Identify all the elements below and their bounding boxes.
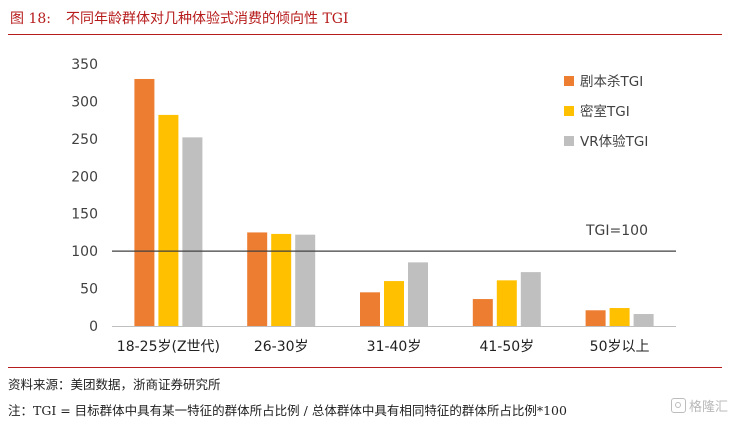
source-note: 资料来源：美团数据，浙商证券研究所	[8, 377, 221, 392]
legend-label: VR体验TGI	[580, 134, 648, 150]
x-tick-label: 41-50岁	[479, 339, 534, 355]
y-tick-label: 50	[80, 282, 98, 298]
bar	[182, 137, 203, 326]
y-tick-label: 300	[71, 94, 98, 110]
legend-swatch	[564, 136, 574, 146]
bar-chart: 0 50 100 150 200 250 300 350 18-25岁(Z世代) 26-30岁 31…	[71, 57, 676, 355]
bar	[295, 234, 316, 326]
bar	[247, 232, 268, 326]
bar	[408, 262, 428, 326]
bar	[271, 233, 292, 326]
top-rule	[8, 34, 722, 35]
bar	[360, 292, 380, 326]
bar	[496, 280, 517, 326]
y-tick-label: 150	[71, 207, 98, 223]
bar	[520, 272, 541, 326]
reference-line-label: TGI=100	[585, 223, 648, 239]
y-tick-label: 0	[89, 319, 98, 335]
y-tick-label: 200	[71, 169, 98, 185]
watermark-text: 格隆汇	[688, 400, 728, 415]
x-tick-label: 26-30岁	[254, 339, 309, 355]
bar	[472, 299, 493, 326]
watermark: 格隆汇	[670, 396, 728, 415]
legend-swatch	[564, 76, 574, 86]
x-tick-label: 18-25岁(Z世代)	[117, 339, 220, 355]
figure-title-text: 不同年龄群体对几种体验式消费的倾向性 TGI	[66, 11, 349, 27]
bottom-rule	[8, 367, 722, 368]
legend-swatch	[564, 106, 574, 116]
bar	[134, 78, 155, 326]
bar	[633, 314, 654, 326]
gelonghui-logo-icon	[670, 398, 686, 413]
figure-number: 图 18:	[10, 11, 51, 27]
y-tick-label: 350	[71, 57, 98, 73]
bar	[609, 308, 630, 326]
x-tick-label: 31-40岁	[367, 339, 422, 355]
legend-label: 密室TGI	[580, 103, 630, 120]
x-tick-label: 50岁以上	[590, 339, 650, 355]
definition-note: 注：TGI = 目标群体中具有某一特征的群体所占比例 / 总体群体中具有相同特征…	[8, 403, 567, 418]
bar	[158, 114, 179, 326]
y-tick-label: 100	[71, 244, 98, 260]
bar	[585, 310, 606, 326]
y-tick-label: 250	[71, 132, 98, 148]
figure-title: 图 18: 不同年龄群体对几种体验式消费的倾向性 TGI	[10, 8, 349, 28]
bar	[384, 281, 404, 326]
legend-label: 剧本杀TGI	[580, 74, 643, 90]
